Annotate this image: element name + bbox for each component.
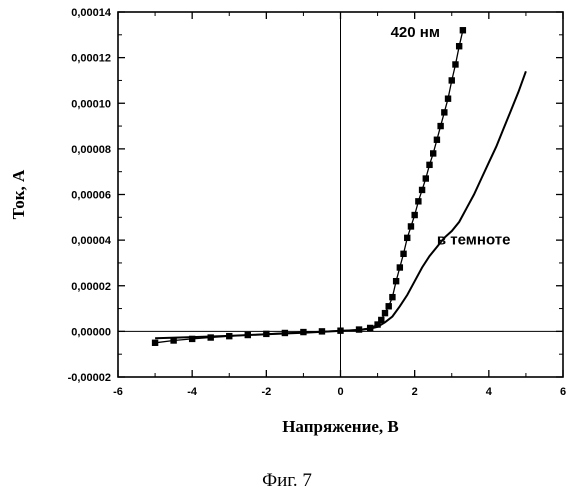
data-point: [408, 223, 414, 229]
x-tick-label: 2: [412, 386, 418, 398]
series-annotation: 420 нм: [391, 24, 440, 41]
series-layer: [152, 27, 526, 346]
y-tick-label: 0,00012: [71, 53, 111, 65]
series-1: [152, 27, 466, 346]
data-point: [393, 278, 399, 284]
y-tick-label: 0,00008: [71, 144, 111, 156]
data-point: [434, 137, 440, 143]
y-tick-label: -0,00002: [68, 372, 111, 384]
y-axis-label: Ток, А: [9, 169, 28, 219]
x-tick-label: -2: [261, 386, 271, 398]
data-point: [419, 187, 425, 193]
y-tick-label: 0,00014: [71, 7, 112, 19]
data-point: [460, 27, 466, 33]
y-tick-label: 0,00004: [71, 235, 112, 247]
x-axis-label: Напряжение, В: [282, 417, 399, 436]
x-tick-label: -6: [113, 386, 123, 398]
data-point: [397, 264, 403, 270]
data-point: [445, 95, 451, 101]
data-point: [389, 294, 395, 300]
data-point: [441, 109, 447, 115]
y-tick-label: 0,00000: [71, 326, 111, 338]
data-point: [449, 77, 455, 83]
annotations: 420 нм в темноте: [391, 24, 511, 249]
data-point: [452, 61, 458, 67]
axis-ticks: -6 -4 -2 0 2 4 6 -0,00002 0,00000 0,00002 0,00004 0…: [68, 7, 567, 398]
data-point: [456, 43, 462, 49]
y-tick-label: 0,00002: [71, 281, 111, 293]
data-point: [415, 198, 421, 204]
y-tick-label: 0,00010: [71, 98, 111, 110]
x-tick-label: -4: [187, 386, 198, 398]
data-point: [404, 235, 410, 241]
data-point: [386, 303, 392, 309]
x-tick-label: 0: [337, 386, 343, 398]
figure-caption: Фиг. 7: [0, 470, 574, 492]
zero-lines: [118, 12, 563, 377]
data-point: [382, 310, 388, 316]
data-point: [426, 162, 432, 168]
data-point: [411, 212, 417, 218]
series-annotation: в темноте: [437, 232, 511, 249]
y-tick-label: 0,00006: [71, 190, 111, 202]
data-point: [430, 150, 436, 156]
data-point: [423, 175, 429, 181]
data-point: [400, 251, 406, 257]
series-line: [155, 30, 463, 343]
data-point: [437, 123, 443, 129]
x-tick-label: 4: [486, 386, 493, 398]
x-tick-label: 6: [560, 386, 566, 398]
data-point: [152, 340, 158, 346]
